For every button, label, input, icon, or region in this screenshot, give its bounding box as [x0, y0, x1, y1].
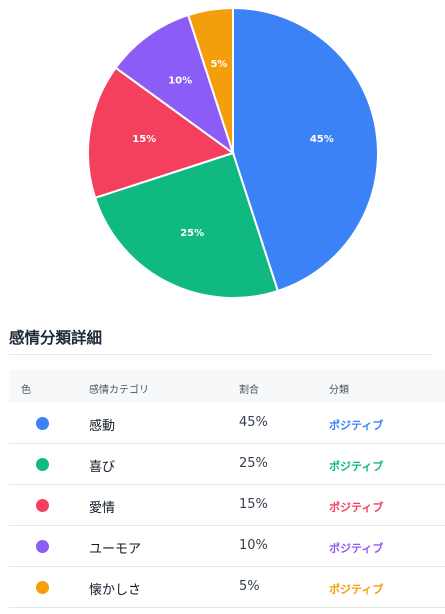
header-color: 色 [21, 385, 31, 396]
percent-cell: 45% [239, 415, 268, 430]
percent-cell: 10% [239, 538, 268, 553]
pie-slice-4 [186, 6, 234, 154]
category-cell: ユーモア [89, 542, 142, 557]
section-title: 感情分類詳細 [9, 329, 103, 347]
color-dot [36, 581, 49, 594]
slice-label-1: 25% [180, 228, 204, 239]
color-dot [36, 499, 49, 512]
table-header: 色 感情カテゴリ 割合 分類 [9, 370, 445, 403]
color-dot [36, 458, 49, 471]
slice-label-3: 10% [168, 75, 192, 86]
category-cell: 懐かしさ [89, 583, 142, 598]
slice-label-4: 5% [210, 59, 227, 70]
table-row: 感動 45% ポジティブ [9, 403, 445, 444]
pie-slice-1 [93, 151, 280, 299]
emotion-pie-chart: 45% 25% 15% 10% 5% [87, 6, 379, 299]
header-class: 分類 [329, 385, 349, 396]
title-divider [9, 354, 432, 355]
color-dot [36, 417, 49, 430]
class-cell: ポジティブ [329, 501, 384, 514]
color-dot [36, 540, 49, 553]
table-row: 懐かしさ 5% ポジティブ [9, 567, 445, 608]
header-category: 感情カテゴリ [89, 385, 149, 396]
slice-label-0: 45% [310, 134, 334, 145]
class-cell: ポジティブ [329, 583, 384, 596]
table-row: 喜び 25% ポジティブ [9, 444, 445, 485]
percent-cell: 15% [239, 497, 268, 512]
category-cell: 感動 [89, 419, 116, 434]
slice-label-2: 15% [132, 134, 156, 145]
class-cell: ポジティブ [329, 460, 384, 473]
category-cell: 愛情 [89, 501, 116, 516]
table-row: 愛情 15% ポジティブ [9, 485, 445, 526]
pie-slice-0 [232, 6, 379, 293]
class-cell: ポジティブ [329, 419, 384, 432]
emotion-table: 色 感情カテゴリ 割合 分類 感動 45% ポジティブ 喜び 25% ポジティブ… [9, 370, 445, 608]
pie-slice-3 [114, 13, 235, 156]
percent-cell: 5% [239, 579, 260, 594]
category-cell: 喜び [89, 460, 116, 475]
header-percent: 割合 [239, 385, 259, 396]
class-cell: ポジティブ [329, 542, 384, 555]
percent-cell: 25% [239, 456, 268, 471]
pie-slice-2 [87, 66, 236, 200]
table-row: ユーモア 10% ポジティブ [9, 526, 445, 567]
